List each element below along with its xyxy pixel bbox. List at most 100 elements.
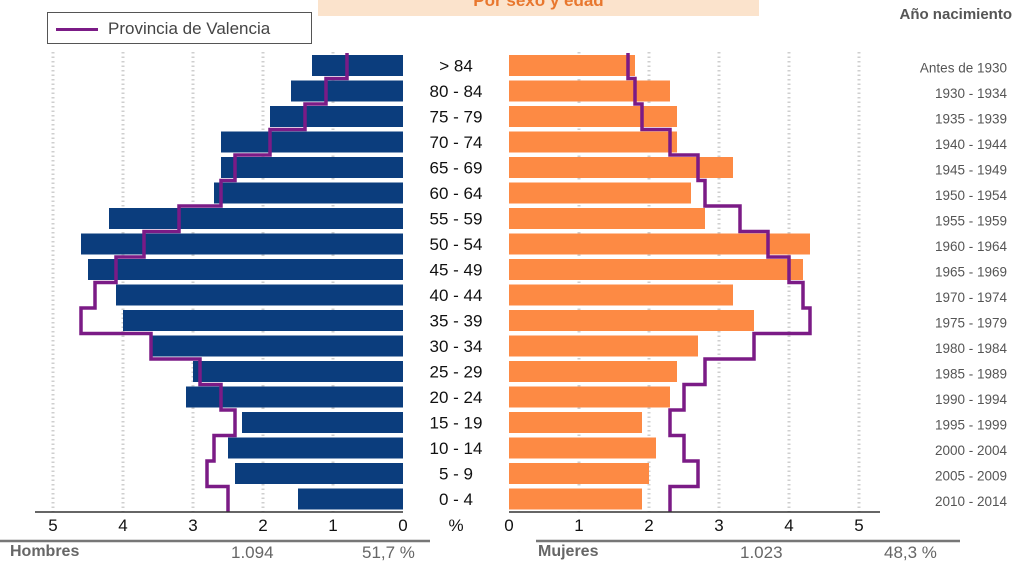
age-group-label: 5 - 9 bbox=[439, 465, 473, 484]
male-tick-label: 5 bbox=[48, 516, 57, 535]
male-bar bbox=[193, 361, 403, 382]
male-bar bbox=[151, 335, 403, 357]
male-bar bbox=[270, 106, 403, 127]
female-bar bbox=[509, 386, 670, 408]
birth-year-label: 1965 - 1969 bbox=[935, 265, 1007, 280]
age-group-label: 10 - 14 bbox=[430, 439, 483, 458]
male-bar bbox=[291, 80, 403, 102]
male-tick-label: 1 bbox=[328, 516, 337, 535]
female-bar bbox=[509, 335, 698, 357]
valencia-female-line bbox=[626, 53, 812, 512]
legend: Provincia de Valencia bbox=[47, 12, 312, 44]
center-unit-label: % bbox=[448, 516, 463, 535]
female-bar bbox=[509, 157, 733, 178]
age-group-label: 20 - 24 bbox=[430, 388, 483, 407]
birth-year-label: 1990 - 1994 bbox=[935, 392, 1008, 407]
male-bar bbox=[221, 157, 403, 178]
male-bar bbox=[228, 437, 403, 459]
male-tick-label: 2 bbox=[258, 516, 267, 535]
legend-label: Provincia de Valencia bbox=[108, 19, 271, 38]
female-tick-label: 0 bbox=[504, 516, 513, 535]
female-bar bbox=[509, 106, 677, 127]
footer-male-label: Hombres bbox=[10, 543, 80, 560]
birth-year-label: 1935 - 1939 bbox=[935, 112, 1007, 127]
male-bar bbox=[109, 208, 403, 229]
age-group-label: 35 - 39 bbox=[430, 312, 483, 331]
female-bar bbox=[509, 55, 635, 76]
female-bar bbox=[509, 182, 691, 204]
birth-year-label: 1940 - 1944 bbox=[935, 137, 1008, 152]
female-bar bbox=[509, 233, 810, 255]
birth-year-label: 1975 - 1979 bbox=[935, 316, 1007, 331]
male-tick-label: 4 bbox=[118, 516, 127, 535]
female-bar bbox=[509, 437, 656, 459]
female-bar bbox=[509, 310, 754, 331]
birth-year-header: Año nacimiento bbox=[899, 6, 1012, 23]
age-group-label: 40 - 44 bbox=[430, 286, 483, 305]
title-band bbox=[318, 0, 759, 16]
footer-male-count: 1.094 bbox=[231, 543, 274, 562]
female-bar bbox=[509, 131, 677, 153]
birth-year-label: 1985 - 1989 bbox=[935, 367, 1007, 382]
female-bar bbox=[509, 259, 803, 280]
footer-female-pct: 48,3 % bbox=[884, 543, 937, 562]
birth-year-label: 1960 - 1964 bbox=[935, 239, 1008, 254]
female-bar bbox=[509, 208, 705, 229]
male-bar bbox=[235, 463, 403, 484]
female-tick-label: 3 bbox=[714, 516, 723, 535]
female-tick-label: 2 bbox=[644, 516, 653, 535]
age-group-label: 55 - 59 bbox=[430, 210, 483, 229]
valencia-male-line bbox=[79, 53, 349, 512]
birth-year-label: 1945 - 1949 bbox=[935, 163, 1007, 178]
birth-year-label: 2005 - 2009 bbox=[935, 469, 1007, 484]
female-tick-label: 5 bbox=[854, 516, 863, 535]
birth-year-label: 2000 - 2004 bbox=[935, 443, 1008, 458]
female-bar bbox=[509, 463, 649, 484]
age-group-label: 80 - 84 bbox=[430, 82, 483, 101]
male-bar bbox=[88, 259, 403, 280]
male-bar bbox=[186, 386, 403, 408]
footer-male-pct: 51,7 % bbox=[362, 543, 415, 562]
female-tick-label: 1 bbox=[574, 516, 583, 535]
male-bar bbox=[214, 182, 403, 204]
male-bar bbox=[116, 284, 403, 306]
age-group-label: 0 - 4 bbox=[439, 490, 473, 509]
birth-year-label: 1995 - 1999 bbox=[935, 418, 1007, 433]
footer-female-label: Mujeres bbox=[538, 543, 599, 560]
female-bar bbox=[509, 412, 642, 433]
male-tick-label: 0 bbox=[398, 516, 407, 535]
birth-year-label: 1930 - 1934 bbox=[935, 86, 1008, 101]
age-group-label: > 84 bbox=[439, 57, 473, 76]
male-tick-label: 3 bbox=[188, 516, 197, 535]
age-group-label: 75 - 79 bbox=[430, 108, 483, 127]
female-bar bbox=[509, 80, 670, 102]
age-group-label: 30 - 34 bbox=[430, 337, 483, 356]
female-tick-label: 4 bbox=[784, 516, 793, 535]
birth-year-label: 1970 - 1974 bbox=[935, 290, 1008, 305]
age-group-label: 25 - 29 bbox=[430, 363, 483, 382]
chart-title: Por sexo y edad bbox=[473, 0, 604, 10]
age-group-label: 60 - 64 bbox=[430, 184, 483, 203]
footer-female-count: 1.023 bbox=[740, 543, 783, 562]
female-bar bbox=[509, 284, 733, 306]
birth-year-label: Antes de 1930 bbox=[920, 61, 1007, 76]
legend-line-swatch bbox=[56, 28, 98, 31]
age-group-label: 15 - 19 bbox=[430, 414, 483, 433]
female-bar bbox=[509, 361, 677, 382]
male-bar bbox=[312, 55, 403, 76]
male-bar bbox=[298, 488, 403, 510]
male-bar bbox=[242, 412, 403, 433]
age-group-label: 70 - 74 bbox=[430, 133, 483, 152]
female-bar bbox=[509, 488, 642, 510]
male-bar bbox=[81, 233, 403, 255]
age-group-label: 65 - 69 bbox=[430, 159, 483, 178]
birth-year-label: 2010 - 2014 bbox=[935, 494, 1008, 509]
birth-year-label: 1950 - 1954 bbox=[935, 188, 1008, 203]
age-group-label: 50 - 54 bbox=[430, 235, 483, 254]
birth-year-label: 1980 - 1984 bbox=[935, 341, 1008, 356]
age-group-label: 45 - 49 bbox=[430, 261, 483, 280]
birth-year-label: 1955 - 1959 bbox=[935, 214, 1007, 229]
male-bar bbox=[221, 131, 403, 153]
male-bar bbox=[123, 310, 403, 331]
